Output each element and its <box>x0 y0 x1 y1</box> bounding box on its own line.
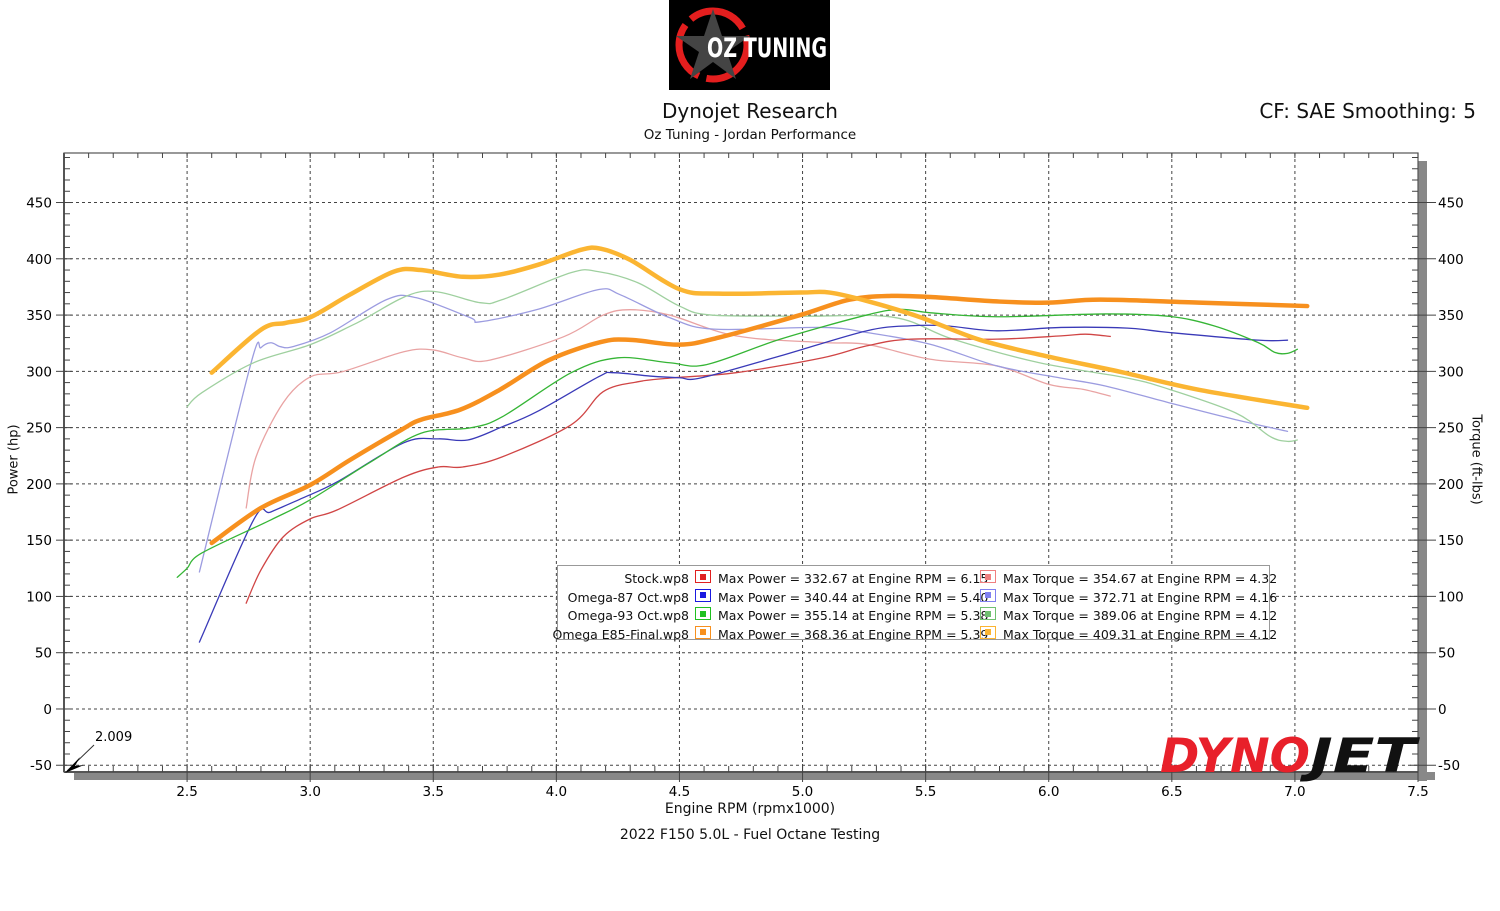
legend-power-swatch <box>695 625 711 639</box>
curve-omega-93-oct-wp8-torque <box>186 269 1299 443</box>
legend-power-swatch <box>695 607 711 620</box>
legend-file-name: Omega-87 Oct.wp8 <box>567 589 689 605</box>
curve-omega-e85-final-wp8-torque <box>209 245 1310 411</box>
legend-row: Omega E85-Final.wp8 Max Power = 368.36 at… <box>553 625 1277 643</box>
y2-tick-label: 300 <box>1438 364 1464 380</box>
x-tick-label: 4.5 <box>669 784 690 800</box>
x-tick-label: 2.5 <box>176 784 197 800</box>
legend-row: Omega-87 Oct.wp8 Max Power = 340.44 at En… <box>558 588 1277 606</box>
legend-file-name: Omega-93 Oct.wp8 <box>567 608 689 623</box>
legend-power-swatch <box>695 570 711 583</box>
y2-tick-label: 450 <box>1438 196 1464 212</box>
y2-tick-label: -50 <box>1438 758 1460 774</box>
legend-max-power: Max Power = 355.14 at Engine RPM = 5.38 <box>718 608 989 623</box>
curve-omega-87-oct-wp8-torque <box>198 288 1289 573</box>
grid-lines <box>64 153 1418 772</box>
correction-factor-label: CF: SAE Smoothing: 5 <box>1259 99 1476 123</box>
legend-row: Omega-93 Oct.wp8 Max Power = 355.14 at En… <box>558 606 1277 624</box>
y-tick-label: 150 <box>26 533 52 549</box>
dynojet-logo: DYNO JET <box>1160 729 1421 784</box>
y2-axis-label: Torque (ft-lbs) <box>1468 414 1484 505</box>
y2-tick-label: 150 <box>1438 533 1464 549</box>
curve-stock-wp8-power <box>245 333 1111 604</box>
svg-text:DYNO: DYNO <box>1160 729 1310 784</box>
frame-shadow-right <box>1418 161 1427 781</box>
legend-file-name: Omega E85-Final.wp8 <box>552 626 689 642</box>
frame-shadow-bottom <box>74 772 1435 780</box>
y-tick-label: -50 <box>30 758 52 774</box>
legend-row: Stock.wp8 Max Power = 332.67 at Engine RP… <box>558 569 1277 587</box>
legend-max-power: Max Power = 340.44 at Engine RPM = 5.40 <box>718 589 989 605</box>
y-tick-label: 0 <box>43 702 52 718</box>
x-tick-label: 6.5 <box>1161 784 1182 800</box>
y2-tick-label: 100 <box>1438 589 1464 605</box>
y-tick-label: 200 <box>26 477 52 493</box>
legend-max-power: Max Power = 332.67 at Engine RPM = 6.15 <box>718 571 989 586</box>
svg-text:JET: JET <box>1300 729 1421 784</box>
legend-torque-swatch <box>980 570 996 583</box>
y2-tick-label: 200 <box>1438 477 1464 493</box>
y-tick-label: 450 <box>26 196 52 212</box>
curves <box>176 245 1310 643</box>
axis-ticks: 2.5 3.0 3.5 4.0 4.5 5.0 5.5 6.0 6.5 7.0 7.5 -50 -50 0… <box>26 153 1464 800</box>
y2-tick-label: 250 <box>1438 421 1464 437</box>
x-tick-label: 3.0 <box>299 784 320 800</box>
y2-tick-label: 350 <box>1438 308 1464 324</box>
legend-max-torque: Max Torque = 372.71 at Engine RPM = 4.16 <box>1003 589 1278 605</box>
legend-torque-swatch <box>980 625 996 639</box>
x-tick-label: 4.0 <box>546 784 567 800</box>
legend: Stock.wp8 Max Power = 332.67 at Engine RP… <box>553 565 1277 643</box>
x-tick-label: 7.0 <box>1284 784 1305 800</box>
legend-file-name: Stock.wp8 <box>624 571 689 586</box>
x-tick-label: 7.5 <box>1407 784 1428 800</box>
svg-text:OZ TUNING: OZ TUNING <box>707 33 827 64</box>
legend-max-power: Max Power = 368.36 at Engine RPM = 5.39 <box>718 626 989 642</box>
legend-torque-swatch <box>980 588 996 602</box>
legend-max-torque: Max Torque = 389.06 at Engine RPM = 4.12 <box>1003 608 1278 623</box>
curve-omega-93-oct-wp8-power <box>176 308 1299 578</box>
y-axis-label: Power (hp) <box>6 424 22 495</box>
x-tick-label: 3.5 <box>423 784 444 800</box>
x-tick-label: 5.5 <box>915 784 936 800</box>
legend-max-torque: Max Torque = 354.67 at Engine RPM = 4.32 <box>1003 571 1278 586</box>
x-tick-label: 5.0 <box>792 784 813 800</box>
curve-omega-87-oct-wp8-power <box>198 324 1289 643</box>
y-tick-label: 300 <box>26 364 52 380</box>
x-tick-label: 6.0 <box>1038 784 1059 800</box>
y-tick-label: 400 <box>26 252 52 268</box>
plot-frame <box>63 152 1419 773</box>
cursor-readout: 2.009 <box>95 730 132 745</box>
y2-tick-label: 400 <box>1438 252 1464 268</box>
x-axis-label: Engine RPM (rpmx1000) <box>664 801 836 817</box>
curve-stock-wp8-torque <box>245 309 1111 509</box>
cursor-marker: 2.009 <box>65 730 132 773</box>
chart-title: Dynojet Research <box>662 99 838 123</box>
chart-subtitle: Oz Tuning - Jordan Performance <box>643 127 857 143</box>
oz-tuning-logo: OZ TUNING <box>669 0 830 90</box>
curve-omega-e85-final-wp8-power <box>209 293 1310 546</box>
y-tick-label: 50 <box>35 646 52 662</box>
y-tick-label: 350 <box>26 308 52 324</box>
y-tick-label: 250 <box>26 421 52 437</box>
y2-tick-label: 0 <box>1438 702 1447 718</box>
chart-footer: 2022 F150 5.0L - Fuel Octane Testing <box>619 827 881 843</box>
y2-tick-label: 50 <box>1438 646 1455 662</box>
y-tick-label: 100 <box>26 589 52 605</box>
legend-torque-swatch <box>980 607 996 620</box>
legend-max-torque: Max Torque = 409.31 at Engine RPM = 4.12 <box>1003 626 1278 642</box>
legend-power-swatch <box>695 588 711 602</box>
